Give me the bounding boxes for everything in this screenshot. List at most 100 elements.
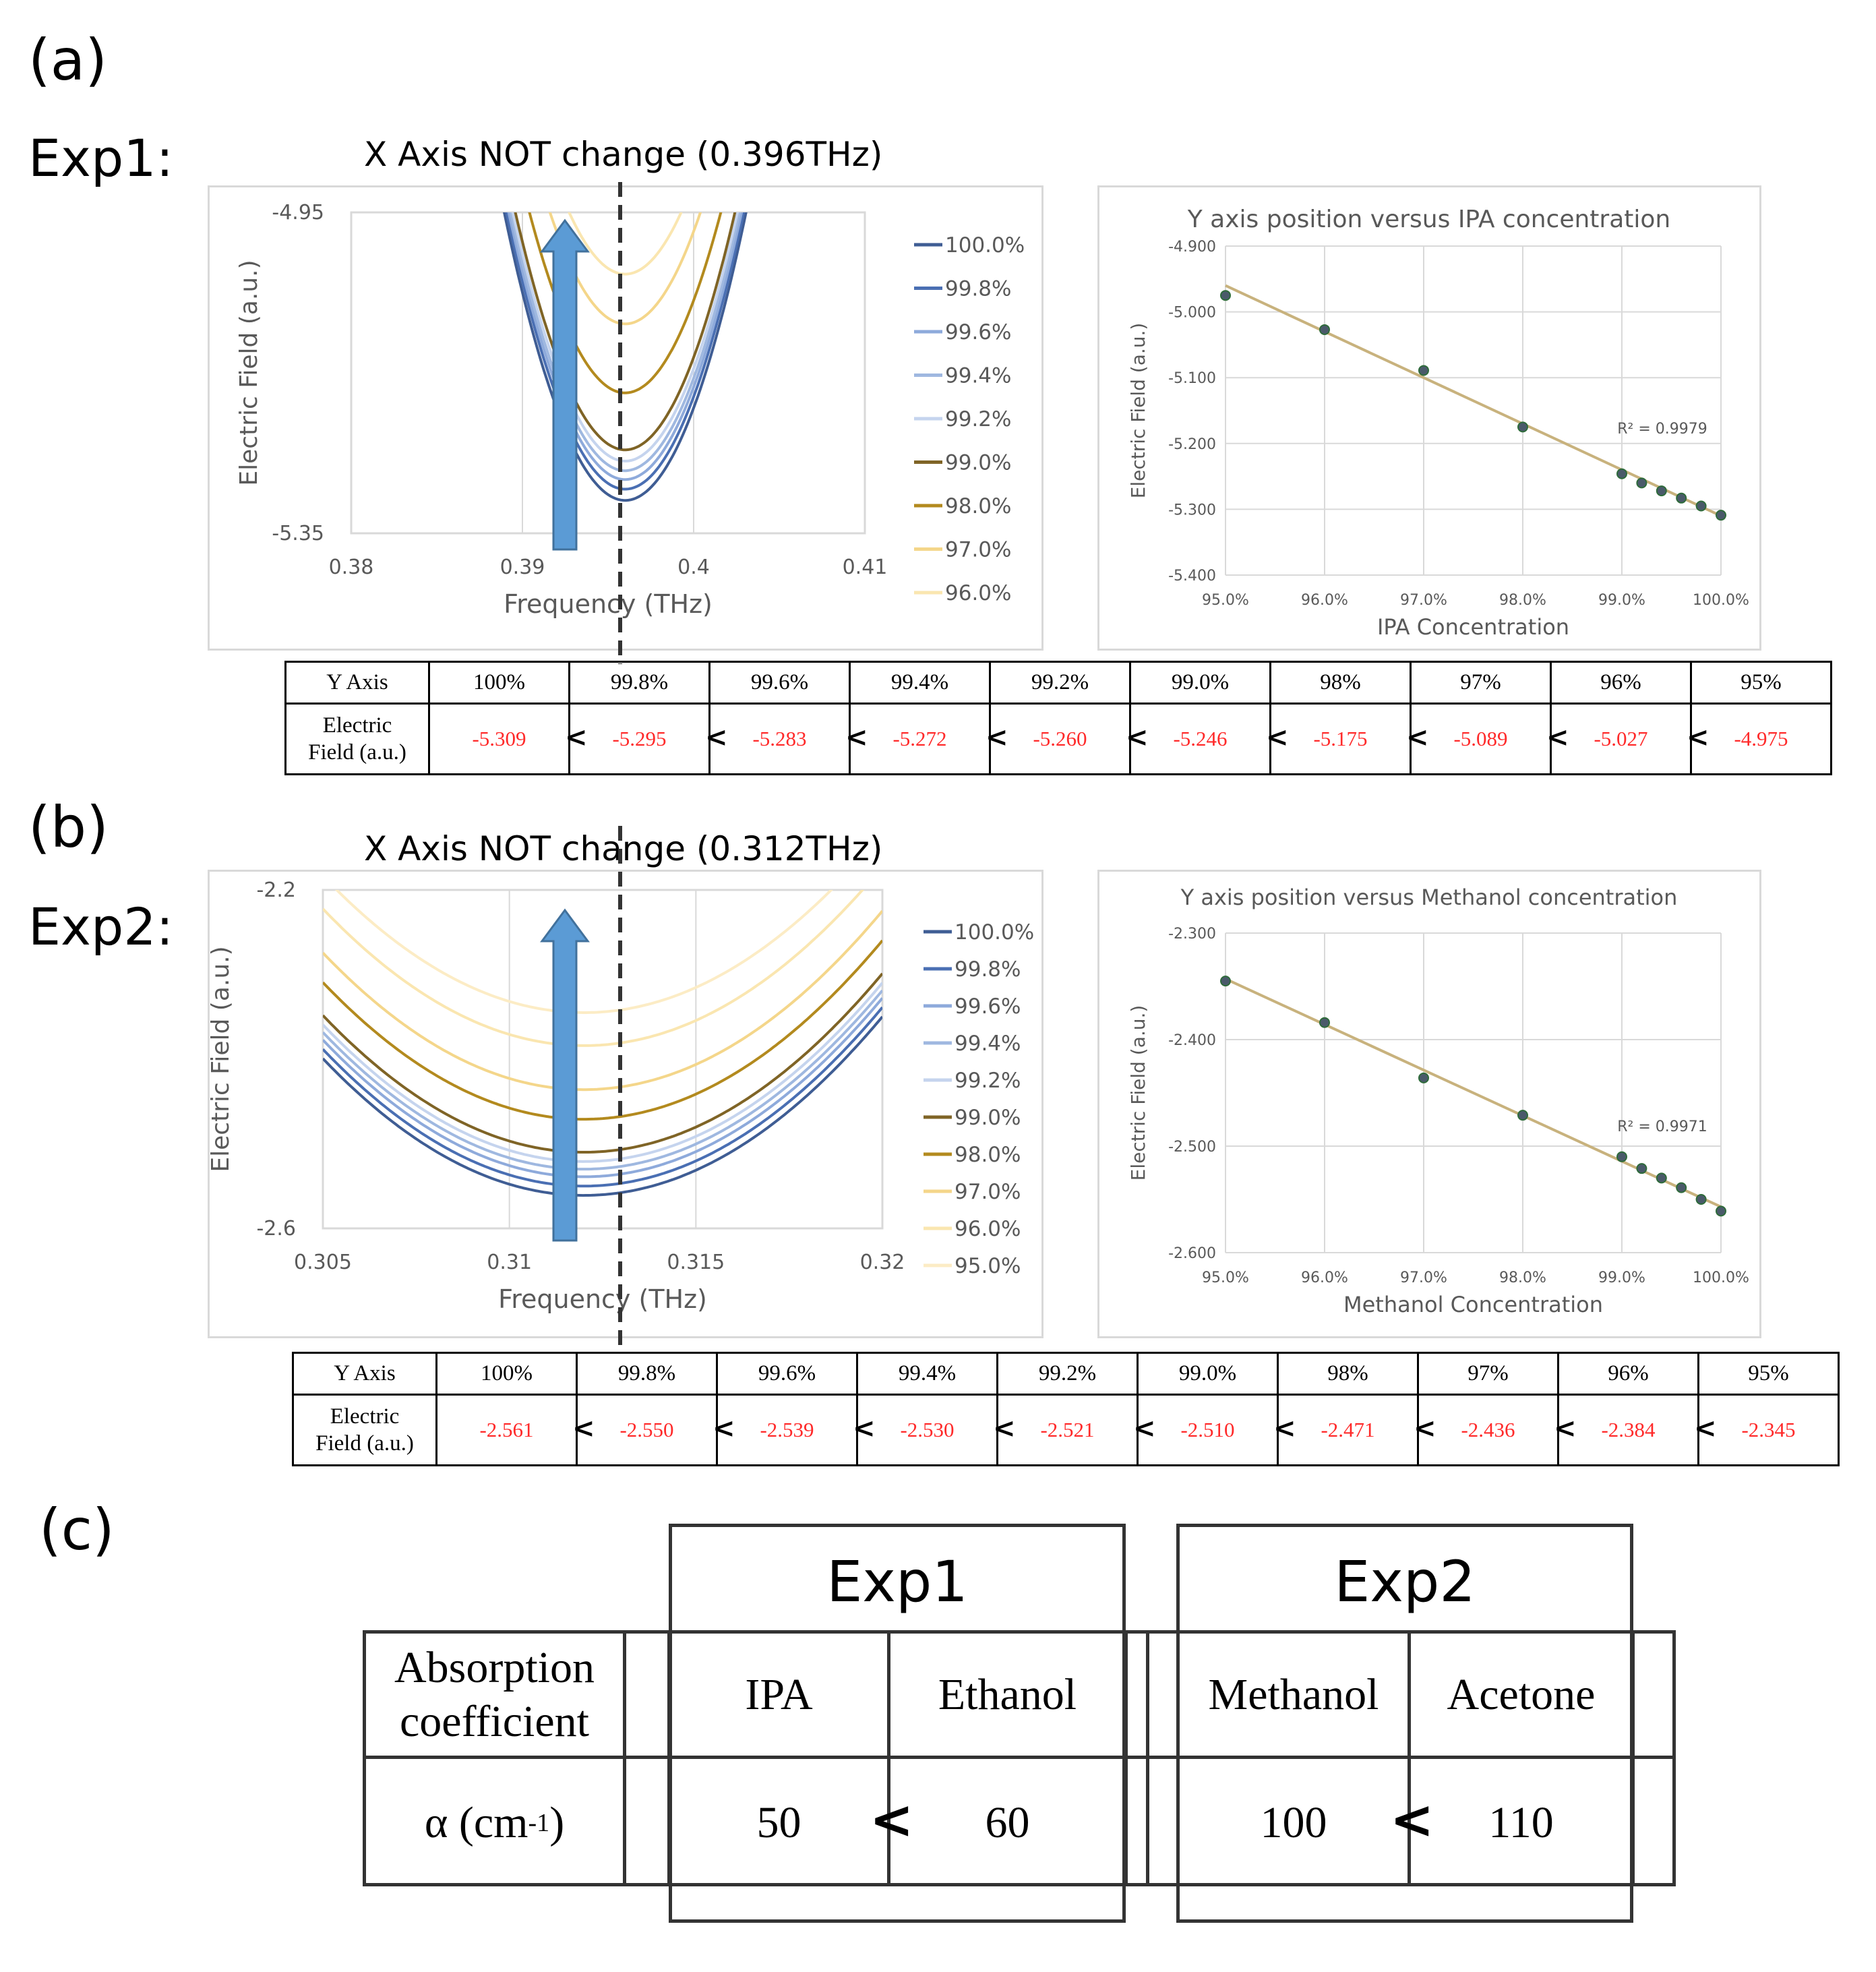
- data-point: [1695, 1194, 1707, 1205]
- table-value: < -2.530: [853, 1394, 998, 1466]
- table-col-header: 96%: [1557, 1352, 1699, 1396]
- table-value: < -2.471: [1273, 1394, 1419, 1466]
- series-line-97.0%: [548, 212, 702, 326]
- exp1-less-than: <: [870, 1790, 914, 1851]
- exp2-reference-dashed-line: [618, 826, 622, 1352]
- table-row-label: Electric Field (a.u.): [292, 1394, 437, 1466]
- row-header-line2: coefficient: [400, 1696, 589, 1746]
- table-value: -5.309: [428, 703, 570, 775]
- panel-c-label: (c): [39, 1497, 115, 1563]
- less-than-sign: <: [993, 1413, 1016, 1445]
- table-col-header: 99.6%: [716, 1352, 858, 1396]
- x-tick-label: 97.0%: [1400, 592, 1447, 609]
- row-label-line1: Electric: [322, 713, 392, 738]
- series-line-99.6%: [323, 997, 882, 1178]
- series-group: [323, 890, 882, 1197]
- exp1-spectra-chart: 0.38 0.39 0.4 0.41 -5.35 -4.95 100.0% 99.8% 99.6…: [235, 201, 1025, 619]
- exp2-header-text: Exp2: [1334, 1549, 1476, 1615]
- data-point: [1716, 510, 1726, 521]
- less-than-sign: <: [853, 1413, 876, 1445]
- less-than-sign: <: [1687, 722, 1709, 754]
- value-text: -4.975: [1734, 727, 1788, 750]
- y-tick-label: -2.400: [1168, 1032, 1216, 1049]
- table-col-divider: [887, 1630, 890, 1886]
- x-axis-title: Frequency (THz): [504, 589, 713, 619]
- data-point: [1676, 492, 1687, 504]
- less-than-sign: <: [565, 722, 588, 754]
- trendline: [1225, 978, 1722, 1208]
- table-col-header: 99.4%: [856, 1352, 998, 1396]
- value-text: -5.272: [892, 727, 947, 750]
- legend-label: 99.8%: [955, 957, 1021, 982]
- row-header-line1: Absorption: [394, 1642, 595, 1692]
- table-col-divider: [623, 1630, 626, 1886]
- table-value: < -5.246: [1126, 703, 1271, 775]
- value-text: -2.521: [1040, 1418, 1095, 1441]
- legend-label: 95.0%: [955, 1254, 1021, 1278]
- ethanol-header: Ethanol: [938, 1669, 1077, 1719]
- table-value: < -2.510: [1133, 1394, 1279, 1466]
- y-tick-label: -5.400: [1168, 568, 1216, 585]
- series-line-99.0%: [514, 212, 737, 452]
- data-point: [1616, 468, 1627, 479]
- table-value: < -2.550: [572, 1394, 718, 1466]
- table-col-header: 99.8%: [568, 661, 710, 705]
- value-text: -5.260: [1033, 727, 1087, 750]
- exp2-fit-chart: Y axis position versus Methanol concentr…: [1127, 885, 1749, 1317]
- x-tick-label: 0.315: [667, 1251, 725, 1274]
- table-col-header: 100%: [435, 1352, 578, 1396]
- y-tick-label: -5.000: [1168, 305, 1216, 322]
- x-tick-label: 95.0%: [1202, 1269, 1249, 1286]
- data-point: [1418, 1072, 1429, 1083]
- table-col-header: 97%: [1410, 661, 1552, 705]
- legend-label: 98.0%: [945, 494, 1011, 518]
- series-group: [503, 212, 748, 502]
- data-point: [1517, 1110, 1528, 1121]
- table-value: < -5.295: [565, 703, 710, 775]
- y-tick-label: -5.200: [1168, 436, 1216, 453]
- acetone-header: Acetone: [1447, 1669, 1596, 1719]
- less-than-sign: <: [1546, 722, 1569, 754]
- table-value: < -2.345: [1694, 1394, 1840, 1466]
- x-axis-title: Frequency (THz): [498, 1284, 707, 1314]
- table-col-header: 99.8%: [576, 1352, 718, 1396]
- series-line-99.0%: [323, 972, 882, 1154]
- y-axis-title: Electric Field (a.u.): [208, 946, 235, 1172]
- exp2-fit-frame: [1097, 870, 1761, 1338]
- legend-label: 99.8%: [945, 277, 1011, 301]
- exp1-label: Exp1:: [28, 128, 174, 188]
- table-col-divider: [1176, 1630, 1180, 1886]
- table-col-divider: [1146, 1630, 1149, 1886]
- y-tick-label: -2.2: [256, 878, 296, 902]
- table-col-divider: [667, 1630, 671, 1886]
- trendline: [1225, 284, 1722, 517]
- ipa-header: IPA: [745, 1669, 813, 1719]
- table-col-divider: [1124, 1630, 1128, 1886]
- legend-label: 99.4%: [955, 1032, 1021, 1056]
- exp1-values-table: Y Axis 100% 99.8% 99.6% 99.4% 99.2% 99.0…: [284, 661, 1832, 775]
- table-value: < -5.283: [705, 703, 851, 775]
- x-tick-label: 97.0%: [1400, 1269, 1447, 1286]
- alpha-label: α (cm: [424, 1797, 528, 1847]
- y-tick-label: -4.900: [1168, 239, 1216, 256]
- alpha-close: ): [549, 1797, 565, 1847]
- table-col-header: 99.2%: [989, 661, 1131, 705]
- table-value: < -4.975: [1687, 703, 1832, 775]
- table-col-header: 99.4%: [849, 661, 991, 705]
- data-point: [1695, 500, 1707, 512]
- table-col-header: 100%: [428, 661, 570, 705]
- legend-label: 99.4%: [945, 364, 1011, 388]
- y-tick-label: -5.100: [1168, 370, 1216, 387]
- panel-b-label: (b): [28, 794, 109, 860]
- x-tick-label: 0.32: [860, 1251, 905, 1274]
- less-than-sign: <: [986, 722, 1008, 754]
- absorption-row-header-text: Absorption coefficient: [394, 1641, 595, 1749]
- data-point: [1418, 365, 1429, 376]
- table-value: < -5.272: [845, 703, 991, 775]
- less-than-sign: <: [713, 1413, 735, 1445]
- x-tick-label: 0.305: [294, 1251, 352, 1274]
- less-than-sign: <: [845, 722, 868, 754]
- y-axis-title: Electric Field (a.u.): [1127, 1005, 1149, 1181]
- less-than-sign: <: [1273, 1413, 1296, 1445]
- series-line-95.0%: [334, 890, 833, 1014]
